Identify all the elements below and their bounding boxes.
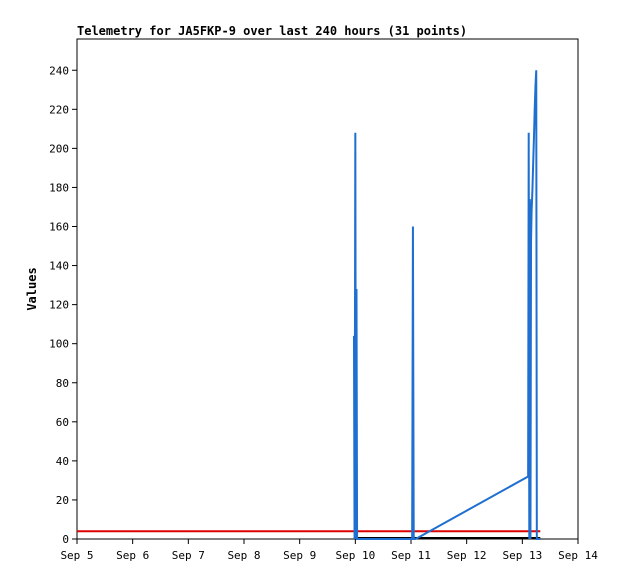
- y-tick-label: 180: [49, 181, 69, 194]
- x-tick-label: Sep 10: [335, 549, 375, 562]
- y-tick-label: 220: [49, 103, 69, 116]
- x-tick-label: Sep 14: [558, 549, 598, 562]
- x-tick-label: Sep 5: [60, 549, 93, 562]
- y-tick-label: 240: [49, 64, 69, 77]
- y-tick-label: 100: [49, 338, 69, 351]
- x-tick-label: Sep 13: [502, 549, 542, 562]
- y-tick-label: 140: [49, 260, 69, 273]
- x-tick-label: Sep 6: [116, 549, 149, 562]
- series-line: [352, 70, 541, 540]
- x-tick-label: Sep 8: [227, 549, 260, 562]
- y-tick-label: 0: [62, 533, 69, 546]
- x-tick-label: Sep 11: [391, 549, 431, 562]
- plot-area: [76, 38, 579, 540]
- y-tick-label: 160: [49, 221, 69, 234]
- y-axis-ticks: 0 20 40 60 80 100 120 140 160 180 200 220 240: [49, 64, 77, 546]
- x-tick-label: Sep 7: [172, 549, 205, 562]
- y-tick-label: 200: [49, 142, 69, 155]
- y-tick-label: 60: [56, 416, 69, 429]
- y-tick-label: 40: [56, 455, 69, 468]
- chart-title: Telemetry for JA5FKP-9 over last 240 hou…: [77, 24, 467, 38]
- y-tick-label: 20: [56, 494, 69, 507]
- x-tick-label: Sep 12: [447, 549, 487, 562]
- y-axis-title: Values: [25, 267, 39, 310]
- y-tick-label: 80: [56, 377, 69, 390]
- y-tick-label: 120: [49, 299, 69, 312]
- x-axis-ticks: Sep 5 Sep 6 Sep 7 Sep 8 Sep 9 Sep 10 Sep 11 Sep…: [60, 539, 598, 562]
- x-tick-label: Sep 9: [283, 549, 316, 562]
